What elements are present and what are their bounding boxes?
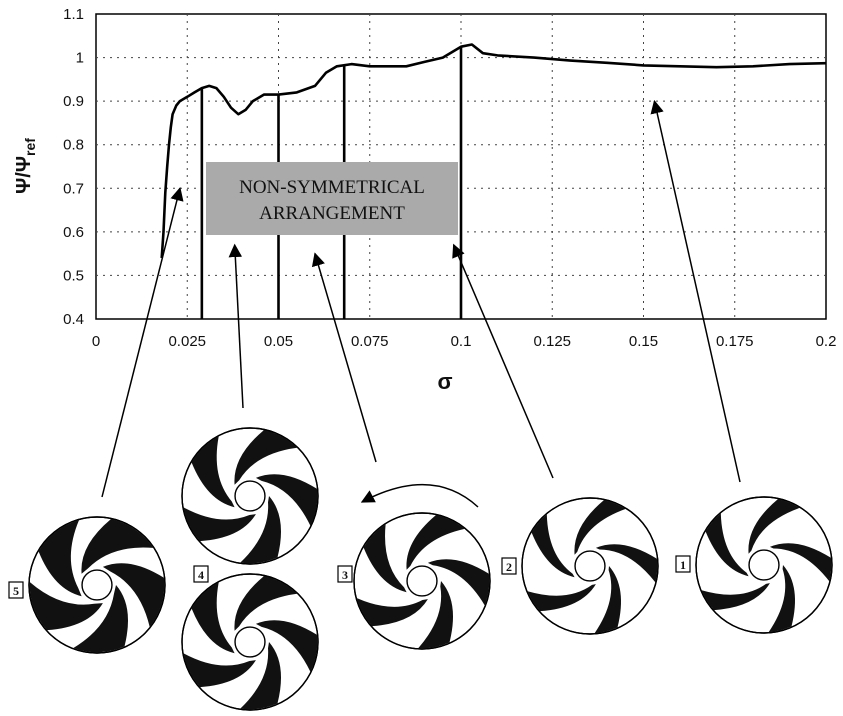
impeller-rim [28,516,166,654]
impeller-3 [353,512,491,650]
impeller-label: 1 [675,555,691,573]
label-box [8,581,24,599]
non-symmetrical-box: NON-SYMMETRICAL ARRANGEMENT [206,162,458,235]
impeller-blade [418,581,454,649]
impeller-blade [768,565,796,633]
annotation-box [206,162,458,235]
impeller-blade [527,584,596,612]
impeller-blade [102,563,165,627]
impeller-blade [255,474,318,526]
arrow-3 [311,252,377,463]
impeller-rim [353,512,491,650]
label-box [675,555,691,573]
y-tick-label: 1.1 [63,6,84,23]
x-tick-label: 0.075 [351,333,389,350]
y-tick-label: 0.5 [63,267,84,284]
impeller-label: 5 [8,581,24,599]
tick-labels: 0 0.025 0.05 0.075 0.1 0.125 0.15 0.175 0.2 0.4 0.… [63,6,836,350]
arrow-4 [228,243,244,409]
series-line [160,43,827,259]
impeller-5 [695,496,833,634]
impeller-blade [363,524,407,593]
impellers [28,427,833,711]
arrow-5 [101,186,184,498]
impeller-blade [81,519,154,574]
impeller-blade [191,436,235,508]
impeller-blade [427,559,490,606]
impeller-blade [705,513,749,577]
y-tick-label: 0.4 [63,311,84,328]
x-tick-label: 0 [92,333,100,350]
y-tick-label: 0.6 [63,224,84,241]
impeller-hub [748,549,780,581]
impeller-blade [234,576,297,631]
impeller-blade [595,544,658,583]
arrow-2 [452,243,554,479]
impeller-0 [28,516,166,654]
impeller-rim [181,573,319,711]
impeller-rim [521,497,659,635]
impeller-blade [769,543,832,582]
label-box [193,565,209,583]
y-tick-label: 1 [76,50,84,67]
y-tick-label: 0.8 [63,137,84,154]
impeller-hub [234,480,266,512]
impeller-label: 3 [337,565,353,583]
impeller-label: 4 [193,565,209,583]
impeller-label: 2 [501,557,517,575]
impeller-blade [234,430,297,485]
impeller-blade [406,515,465,570]
label-number: 2 [506,560,512,574]
x-tick-label: 0.125 [533,333,571,350]
impeller-blade [183,653,256,688]
impeller-blade [38,520,82,597]
impeller-hub [234,626,266,658]
plot-area: 0 0.025 0.05 0.075 0.1 0.125 0.15 0.175 0.2 0.4 0.… [63,6,836,350]
annotation-line-1: NON-SYMMETRICAL [239,177,425,198]
impeller-blade [183,507,256,542]
impeller-blade [73,585,129,653]
impeller-1 [181,427,319,565]
label-box [337,565,353,583]
y-tick-label: 0.7 [63,180,84,197]
x-tick-label: 0.2 [816,333,837,350]
impeller-blade [29,582,103,631]
impeller-hub [81,569,113,601]
x-tick-label: 0.15 [629,333,658,350]
impeller-rim [181,427,319,565]
impeller-hub [406,565,438,597]
impeller-2 [181,573,319,711]
arrow-1 [650,99,741,483]
impeller-blade [701,583,770,611]
impeller-rim [695,496,833,634]
label-box [501,557,517,575]
y-tick-label: 0.9 [63,93,84,110]
impeller-blade [574,500,626,555]
rotation-arrow [360,484,479,508]
impeller-blade [748,499,800,554]
impeller-blade [240,642,282,710]
impeller-4 [521,497,659,635]
impeller-labels: 5 4 3 2 1 [8,555,691,599]
label-number: 4 [198,568,204,582]
label-number: 3 [342,568,348,582]
arrows [101,99,741,498]
impeller-hub [574,550,606,582]
impeller-blade [594,566,622,634]
impeller-blade [191,582,235,654]
x-tick-label: 0.175 [716,333,754,350]
x-tick-label: 0.1 [451,333,472,350]
impeller-blade [255,620,318,672]
impeller-blade [356,598,428,627]
impeller-blade [531,514,575,578]
x-axis-label: σ [437,369,452,394]
x-tick-label: 0.025 [168,333,206,350]
y-axis-label: Ψ/Ψref [13,138,38,194]
annotation-line-2: ARRANGEMENT [259,203,405,224]
label-number: 1 [680,558,686,572]
label-number: 5 [13,584,19,598]
x-tick-label: 0.05 [264,333,293,350]
impeller-blade [240,496,282,564]
